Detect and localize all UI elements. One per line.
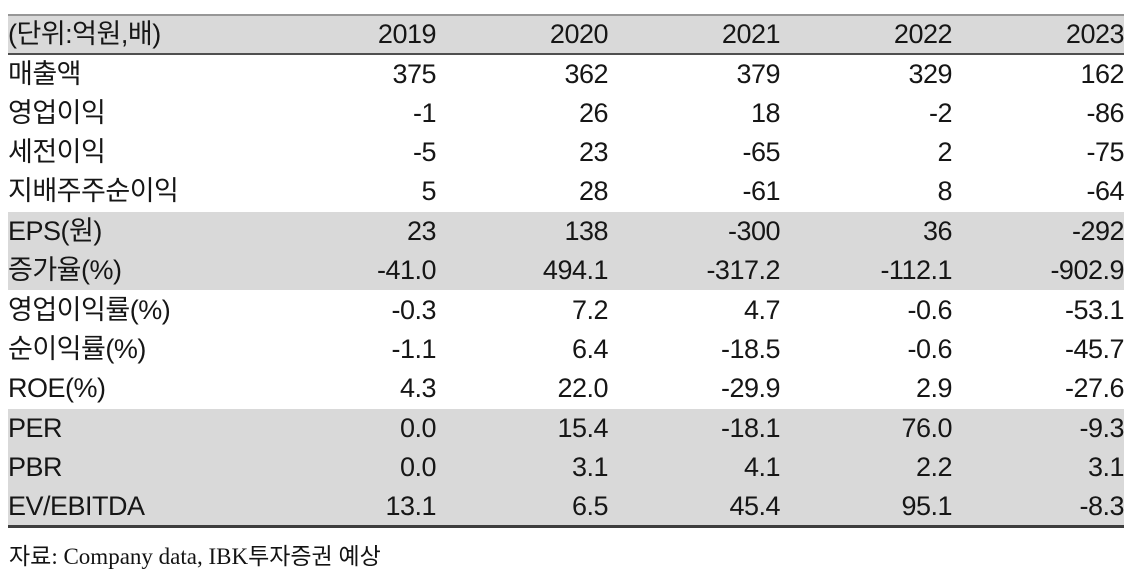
cell-value: 362: [564, 58, 608, 89]
cell-value: 138: [564, 215, 608, 246]
cell-value: -5: [412, 136, 436, 167]
cell-value: 0.0: [399, 412, 436, 443]
cell-value: -41.0: [376, 255, 436, 286]
row-label: 세전이익: [8, 136, 106, 167]
cell-value: -18.5: [720, 333, 780, 364]
column-header-2022: 2022: [893, 19, 952, 49]
cell-value: 329: [908, 58, 952, 89]
cell-value: 45.4: [729, 490, 780, 521]
unit-label: (단위:억원,배): [8, 19, 161, 49]
cell-value: -61: [742, 176, 780, 207]
table-row: PER 0.0 15.4 -18.1 76.0 -9.3: [8, 408, 1124, 448]
cell-value: 2: [937, 136, 952, 167]
cell-value: -112.1: [880, 255, 952, 286]
cell-value: -300: [727, 215, 780, 246]
cell-value: 2.2: [915, 452, 952, 483]
table-row: EPS(원) 23 138 -300 36 -292: [8, 211, 1124, 251]
row-label: ROE(%): [8, 373, 106, 404]
cell-value: 15.4: [557, 412, 608, 443]
cell-value: 5: [421, 176, 436, 207]
row-label: PBR: [8, 452, 63, 483]
cell-value: 8: [937, 176, 952, 207]
row-label: 영업이익률(%): [8, 294, 171, 325]
cell-value: -0.6: [907, 294, 952, 325]
cell-value: 36: [922, 215, 952, 246]
cell-value: -18.1: [720, 412, 780, 443]
cell-value: 6.4: [571, 333, 608, 364]
table-row: 지배주주순이익 5 28 -61 8 -64: [8, 172, 1124, 211]
cell-value: 26: [578, 97, 608, 128]
cell-value: 23: [406, 215, 436, 246]
row-label: 지배주주순이익: [8, 176, 179, 207]
column-header-2019: 2019: [377, 19, 436, 49]
financial-summary-table: (단위:억원,배) 2019 2020 2021 2022 2023 매출액 37…: [8, 14, 1124, 529]
cell-value: -2: [928, 97, 952, 128]
cell-value: 95.1: [901, 490, 952, 521]
row-label: 순이익률(%): [8, 333, 146, 364]
table-header: (단위:억원,배) 2019 2020 2021 2022 2023: [8, 15, 1124, 54]
cell-value: 23: [578, 136, 608, 167]
table-header-row: (단위:억원,배) 2019 2020 2021 2022 2023: [8, 15, 1124, 54]
cell-value: -64: [1086, 176, 1124, 207]
column-header-2023: 2023: [1065, 19, 1124, 49]
source-note: 자료: Company data, IBK투자증권 예상: [9, 544, 381, 569]
column-header-2020: 2020: [549, 19, 608, 49]
cell-value: -1: [412, 97, 436, 128]
table-row: 증가율(%) -41.0 494.1 -317.2 -112.1 -902.9: [8, 250, 1124, 291]
table-row: 순이익률(%) -1.1 6.4 -18.5 -0.6 -45.7: [8, 330, 1124, 369]
table-row: 영업이익률(%) -0.3 7.2 4.7 -0.6 -53.1: [8, 290, 1124, 329]
cell-value: 28: [578, 176, 608, 207]
cell-value: 22.0: [557, 373, 608, 404]
row-label: 영업이익: [8, 97, 106, 128]
cell-value: 3.1: [1087, 452, 1124, 483]
table-row: EV/EBITDA 13.1 6.5 45.4 95.1 -8.3: [8, 487, 1124, 527]
cell-value: -75: [1086, 136, 1124, 167]
cell-value: 2.9: [915, 373, 952, 404]
cell-value: -45.7: [1064, 333, 1124, 364]
cell-value: -29.9: [720, 373, 780, 404]
cell-value: -1.1: [391, 333, 436, 364]
cell-value: 4.1: [743, 452, 780, 483]
row-label: EV/EBITDA: [8, 490, 145, 521]
cell-value: -0.3: [391, 294, 436, 325]
cell-value: 379: [736, 58, 780, 89]
cell-value: -317.2: [706, 255, 780, 286]
column-header-2021: 2021: [721, 19, 780, 49]
cell-value: 3.1: [571, 452, 608, 483]
table-row: ROE(%) 4.3 22.0 -29.9 2.9 -27.6: [8, 369, 1124, 408]
cell-value: -902.9: [1050, 255, 1124, 286]
cell-value: 6.5: [571, 490, 608, 521]
cell-value: -53.1: [1064, 294, 1124, 325]
cell-value: 4.7: [743, 294, 780, 325]
cell-value: 18: [750, 97, 780, 128]
cell-value: -292: [1071, 215, 1124, 246]
cell-value: 7.2: [571, 294, 608, 325]
row-label: PER: [8, 412, 63, 443]
table-row: 매출액 375 362 379 329 162: [8, 54, 1124, 93]
row-label: EPS(원): [8, 215, 102, 246]
cell-value: -8.3: [1079, 490, 1124, 521]
cell-value: 13.1: [385, 490, 436, 521]
cell-value: 375: [392, 58, 436, 89]
row-label: 매출액: [8, 58, 82, 89]
cell-value: -0.6: [907, 333, 952, 364]
cell-value: -86: [1086, 97, 1124, 128]
table-row: PBR 0.0 3.1 4.1 2.2 3.1: [8, 447, 1124, 488]
table-row: 영업이익 -1 26 18 -2 -86: [8, 93, 1124, 132]
cell-value: 0.0: [399, 452, 436, 483]
cell-value: -9.3: [1079, 412, 1124, 443]
cell-value: 76.0: [901, 412, 952, 443]
cell-value: 4.3: [399, 373, 436, 404]
cell-value: 162: [1080, 58, 1124, 89]
cell-value: -27.6: [1064, 373, 1124, 404]
table-row: 세전이익 -5 23 -65 2 -75: [8, 133, 1124, 172]
cell-value: -65: [742, 136, 780, 167]
table-body: 매출액 375 362 379 329 162 영업이익 -1 26 18 -2 -86 세전이익 -5 2…: [8, 54, 1124, 527]
row-label: 증가율(%): [8, 255, 122, 286]
cell-value: 494.1: [542, 255, 608, 286]
